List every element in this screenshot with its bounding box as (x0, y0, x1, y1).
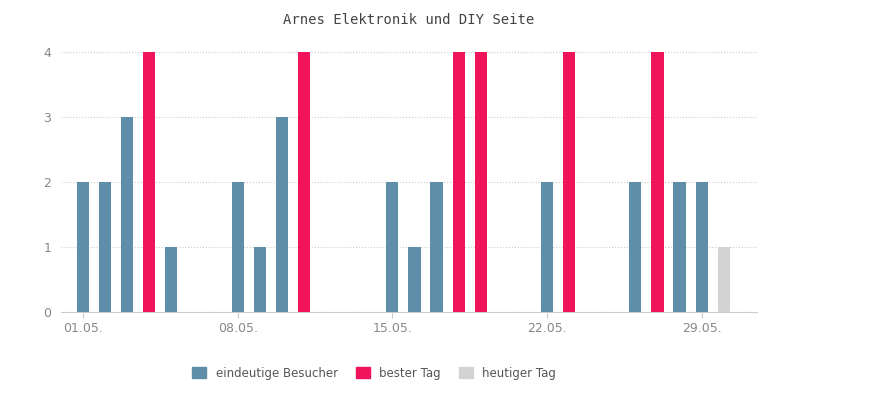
Bar (143, 52, 156, 312)
Bar (297, 52, 309, 312)
Legend: eindeutige Besucher, bester Tag, heutiger Tag: eindeutige Besucher, bester Tag, heutige… (187, 362, 561, 384)
Bar (474, 182, 487, 312)
Bar (76, 182, 89, 312)
Bar (231, 182, 243, 312)
Bar (695, 182, 706, 312)
Bar (452, 52, 464, 312)
Bar (673, 182, 685, 312)
Bar (254, 247, 266, 312)
Bar (165, 247, 177, 312)
Bar (408, 247, 420, 312)
Bar (628, 182, 640, 312)
Bar (717, 247, 729, 312)
Bar (474, 52, 487, 312)
Bar (541, 182, 553, 312)
Bar (99, 182, 111, 312)
Bar (121, 117, 133, 312)
Bar (386, 182, 398, 312)
Title: Arnes Elektronik und DIY Seite: Arnes Elektronik und DIY Seite (283, 13, 534, 27)
Bar (275, 117, 288, 312)
Bar (430, 182, 442, 312)
Bar (651, 52, 663, 312)
Bar (562, 52, 574, 312)
